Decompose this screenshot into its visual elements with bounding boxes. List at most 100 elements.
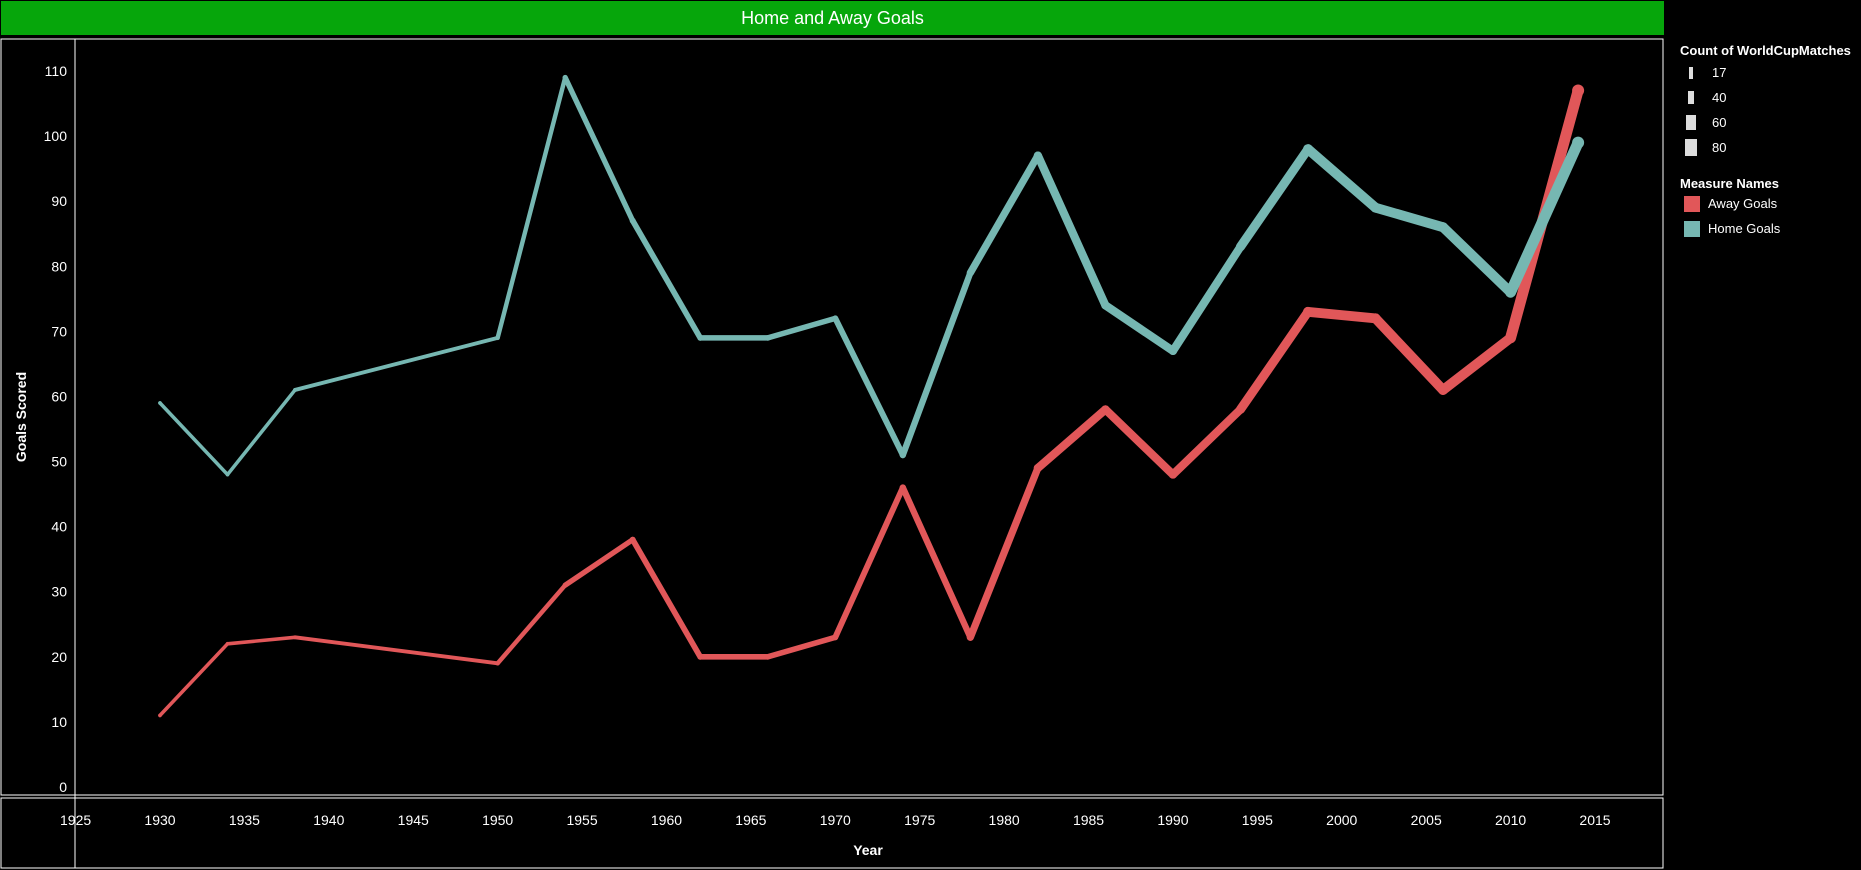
x-axis-label: Year — [853, 842, 883, 858]
size-legend-title: Count of WorldCupMatches — [1680, 43, 1851, 58]
away-goals-segment — [293, 635, 500, 666]
chart-title-bar: Home and Away Goals — [1, 1, 1664, 35]
home-goals-segment — [158, 401, 230, 477]
home-goals-segment — [293, 335, 500, 392]
color-legend-label: Home Goals — [1708, 221, 1781, 236]
home-goals-point — [158, 401, 162, 405]
size-swatch — [1689, 66, 1693, 79]
y-tick-label: 60 — [51, 388, 67, 404]
size-legend-item: 80 — [1680, 135, 1851, 160]
size-legend-label: 17 — [1712, 65, 1727, 80]
x-tick-label: 1945 — [398, 812, 429, 828]
away-goals-segment — [832, 484, 906, 641]
home-goals-segment — [1303, 144, 1381, 213]
home-goals-point — [225, 472, 230, 477]
home-goals-point — [562, 75, 568, 80]
x-tick-label: 2000 — [1326, 812, 1357, 828]
x-tick-label: 2005 — [1411, 812, 1442, 828]
home-goals-point — [697, 335, 703, 341]
x-tick-label: 1970 — [820, 812, 851, 828]
away-goals-point — [158, 713, 162, 718]
color-swatch — [1684, 195, 1700, 212]
home-goals-point — [629, 217, 636, 224]
color-legend: Measure Names Away Goals Home Goals — [1680, 176, 1780, 241]
y-tick-label: 40 — [51, 519, 67, 535]
size-swatch-box — [1680, 139, 1702, 156]
home-goals-point — [832, 315, 839, 322]
size-legend-label: 60 — [1712, 115, 1727, 130]
home-goals-point — [1236, 242, 1245, 251]
x-tick-label: 1950 — [482, 812, 513, 828]
away-goals-segment — [1438, 332, 1516, 395]
home-goals-point — [293, 388, 297, 392]
home-goals-segment — [1438, 222, 1516, 298]
home-goals-point — [1438, 222, 1448, 233]
home-goals-point — [765, 335, 771, 341]
x-tick-label: 1925 — [60, 812, 91, 828]
chart-title: Home and Away Goals — [741, 7, 924, 28]
away-goals-point — [1505, 332, 1516, 343]
size-swatch — [1687, 90, 1695, 105]
plot-border — [0, 38, 1664, 796]
away-goals-segment — [1303, 306, 1381, 324]
away-goals-segment — [1101, 405, 1178, 479]
home-goals-point — [1033, 151, 1042, 160]
y-tick-label: 90 — [51, 193, 67, 209]
away-goals-point — [629, 536, 636, 543]
home-goals-point — [1370, 202, 1381, 213]
x-tick-label: 1995 — [1242, 812, 1273, 828]
home-goals-segment — [1370, 202, 1448, 233]
color-legend-title: Measure Names — [1680, 176, 1779, 191]
away-goals-segment — [1235, 307, 1313, 414]
home-goals-segment — [495, 75, 568, 341]
home-goals-segment — [1168, 242, 1245, 356]
series-lines — [158, 74, 1585, 718]
home-goals-point — [1572, 136, 1585, 149]
away-goals-point — [1370, 313, 1381, 324]
away-goals-point — [765, 654, 771, 660]
size-legend: Count of WorldCupMatches 17 40 60 80 — [1680, 43, 1851, 160]
away-goals-segment — [495, 582, 568, 666]
y-tick-label: 110 — [45, 63, 68, 79]
y-tick-label: 80 — [51, 258, 67, 274]
home-goals-segment — [1101, 301, 1178, 356]
home-goals-point — [1168, 346, 1178, 356]
away-goals-point — [832, 634, 839, 641]
away-goals-point — [225, 642, 230, 646]
y-tick-label: 0 — [59, 779, 67, 795]
away-goals-point — [1572, 84, 1585, 97]
away-goals-point — [562, 582, 568, 588]
y-tick-label: 70 — [51, 323, 67, 339]
home-goals-segment — [966, 151, 1042, 277]
size-legend-label: 40 — [1712, 90, 1727, 105]
away-goals-segment — [158, 642, 230, 718]
home-goals-segment — [629, 217, 704, 341]
y-tick-label: 20 — [51, 649, 67, 665]
x-tick-label: 1975 — [904, 812, 935, 828]
series-away-goals — [158, 84, 1585, 718]
x-tick-label: 1990 — [1157, 812, 1188, 828]
color-legend-item[interactable]: Home Goals — [1680, 216, 1780, 241]
away-goals-segment — [966, 464, 1042, 641]
away-goals-point — [1101, 405, 1110, 414]
away-goals-point — [293, 635, 297, 640]
color-legend-item[interactable]: Away Goals — [1680, 191, 1780, 216]
away-goals-point — [1438, 385, 1448, 395]
color-legend-label: Away Goals — [1708, 196, 1778, 211]
away-goals-segment — [225, 635, 297, 646]
size-legend-item: 40 — [1680, 85, 1851, 110]
away-goals-segment — [1033, 405, 1110, 473]
y-tick-label: 100 — [44, 128, 68, 144]
away-goals-point — [967, 634, 974, 641]
y-tick-label: 10 — [51, 714, 67, 730]
home-goals-segment — [562, 74, 636, 224]
home-goals-point — [1505, 287, 1516, 298]
y-axis-label: Goals Scored — [13, 372, 29, 462]
away-goals-point — [1303, 306, 1313, 317]
away-goals-point — [1168, 470, 1178, 479]
away-goals-point — [495, 661, 500, 666]
size-legend-items: 17 40 60 80 — [1680, 60, 1851, 160]
away-goals-point — [899, 484, 906, 491]
size-legend-label: 80 — [1712, 140, 1727, 155]
size-swatch-box — [1680, 114, 1702, 131]
